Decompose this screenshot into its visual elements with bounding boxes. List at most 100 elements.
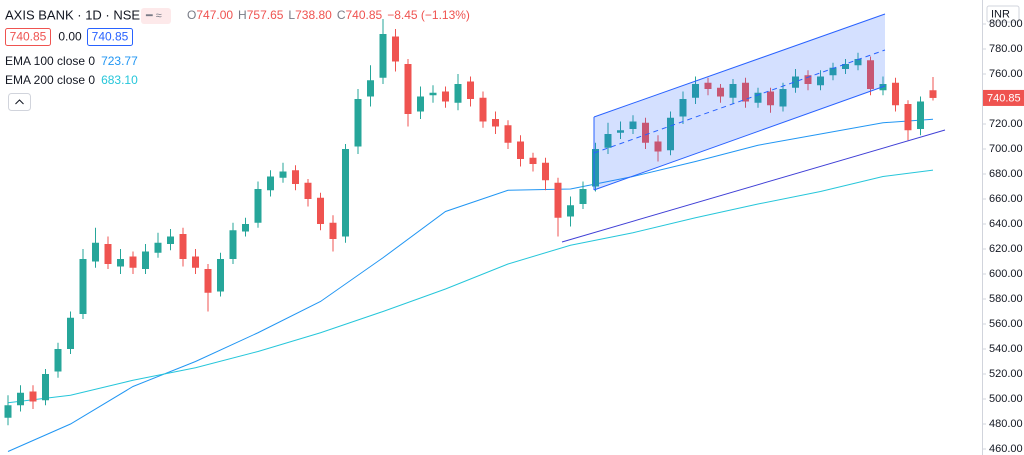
candle-body — [579, 189, 587, 204]
ohlc-value: 757.65 — [247, 8, 284, 22]
ema-line — [7, 169, 934, 404]
candle-body — [692, 84, 699, 98]
candle-body — [754, 92, 762, 103]
candle-body — [79, 259, 87, 314]
ohlc-value: 740.85 — [345, 8, 382, 22]
candle-body — [479, 97, 487, 122]
y-tick-label: 640.00 — [989, 218, 1023, 230]
candle-body — [142, 251, 149, 269]
candle-body — [642, 122, 649, 143]
price-axis: INR 460.00 480.00 500.00 520.00 540.00 560.00… — [982, 0, 1024, 455]
y-tick-label: 780.00 — [989, 43, 1023, 55]
y-tick-label: 560.00 — [989, 318, 1023, 330]
candle-body — [567, 205, 574, 217]
y-tick-label: 500.00 — [989, 393, 1023, 405]
candle-body — [779, 89, 787, 107]
candle-body — [617, 130, 624, 133]
legend-value: 683.10 — [101, 73, 138, 87]
candle-body — [192, 256, 199, 268]
y-tick-label: 680.00 — [989, 168, 1023, 180]
candle-body — [42, 374, 49, 401]
y-tick-label: 580.00 — [989, 293, 1023, 305]
candle-body — [167, 236, 174, 244]
candle-body — [804, 75, 812, 84]
candle-body — [867, 60, 874, 89]
candle-body — [767, 91, 774, 106]
header-icons[interactable] — [141, 8, 171, 24]
candle-body — [667, 117, 674, 151]
candle-body — [404, 64, 412, 114]
y-tick-label: 460.00 — [989, 443, 1023, 455]
ohlc-value: 747.00 — [196, 8, 233, 22]
candle-body — [904, 104, 912, 131]
candle-body — [17, 392, 24, 406]
candle-body — [554, 182, 562, 218]
y-tick-label: 660.00 — [989, 193, 1023, 205]
icon: ━ ≈ — [145, 10, 162, 22]
candle-body — [717, 87, 724, 97]
candle-body — [104, 244, 112, 264]
candle-body — [267, 176, 274, 191]
price-box — [5, 28, 51, 46]
y-tick-label: 600.00 — [989, 268, 1023, 280]
price-box-text: 740.85 — [92, 30, 129, 44]
candle-body — [154, 242, 162, 253]
y-tick-label: 480.00 — [989, 418, 1023, 430]
ohlc-key: H — [238, 8, 247, 22]
spread-text: 0.00 — [58, 30, 82, 44]
candle-body — [54, 349, 62, 372]
channel-mid — [593, 49, 886, 154]
candle-body — [204, 269, 212, 293]
channel-bottom — [593, 85, 886, 191]
candle-body — [129, 256, 137, 268]
candle-body — [929, 90, 937, 98]
price-box-text: 740.85 — [10, 30, 47, 44]
candle-body — [592, 149, 599, 187]
candle-body — [229, 230, 237, 259]
collapse-button[interactable] — [8, 93, 31, 111]
ohlc-key: L — [288, 8, 295, 22]
candle-body — [367, 80, 374, 97]
candle-body — [217, 259, 224, 292]
y-tick-label: 800.00 — [989, 18, 1023, 30]
symbol-title: AXIS BANK · 1D · NSE — [5, 7, 140, 22]
candle-body — [654, 141, 662, 152]
candle-body — [179, 234, 187, 259]
candle-body — [817, 76, 824, 86]
last-price-tag — [983, 89, 1024, 106]
candle-body — [792, 76, 799, 88]
candle-body — [629, 121, 637, 129]
y-tick-label: 520.00 — [989, 368, 1023, 380]
candle-body — [517, 141, 524, 159]
y-tick-label: 620.00 — [989, 243, 1023, 255]
candle-body — [354, 99, 362, 147]
y-tick-label: 760.00 — [989, 68, 1023, 80]
candle-body — [4, 405, 12, 418]
candle-body — [729, 84, 737, 98]
candle-body — [917, 101, 924, 129]
collapse-icon — [15, 99, 24, 105]
axis-bg — [982, 0, 1024, 455]
channel-top — [593, 13, 886, 118]
candle-body — [742, 82, 749, 102]
ohlc-key: O — [187, 8, 196, 22]
candle-body — [829, 67, 837, 76]
currency: INR — [991, 8, 1010, 20]
candle-body — [529, 157, 537, 164]
legend-value: 723.77 — [101, 54, 138, 68]
legend-name: EMA 100 close 0 — [5, 54, 95, 68]
candle-body — [304, 182, 312, 199]
trend-line — [561, 129, 946, 243]
ohlc-value: 738.80 — [295, 8, 332, 22]
candle-body — [442, 91, 449, 102]
candle-body — [492, 119, 499, 127]
candle-body — [504, 125, 512, 143]
legend-name: EMA 200 close 0 — [5, 73, 95, 87]
price-box — [87, 28, 133, 46]
candle-body — [604, 134, 612, 148]
candle-body — [329, 222, 337, 239]
currency-button[interactable] — [986, 5, 1020, 23]
ohlc-key: C — [337, 8, 346, 22]
candle-body — [842, 64, 849, 69]
